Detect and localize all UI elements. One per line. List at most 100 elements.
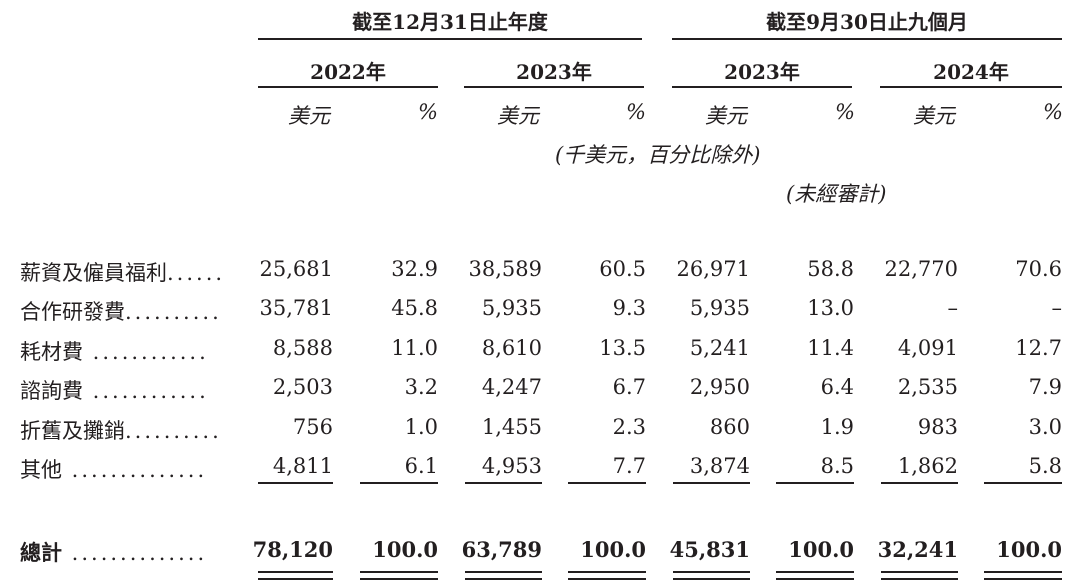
unit-pct: % — [626, 100, 646, 124]
double-underline — [776, 578, 854, 580]
double-underline — [568, 578, 646, 580]
cell-2023fy-usd: 38,589 — [468, 257, 542, 281]
year-rule — [258, 86, 438, 88]
cell-2022-usd: 4,811 — [272, 454, 333, 478]
total-2023nine-usd: 45,831 — [669, 537, 750, 562]
cell-2024-pct: 5.8 — [1028, 454, 1062, 478]
year-header-2024: 2024年 — [933, 60, 1009, 84]
total-2024-pct: 100.0 — [996, 537, 1062, 562]
cell-2023fy-pct: 7.7 — [612, 454, 646, 478]
cell-2023nine-pct: 11.4 — [807, 336, 854, 360]
double-underline — [984, 578, 1062, 580]
subtotal-rule — [258, 482, 333, 484]
cell-2022-pct: 6.1 — [404, 454, 438, 478]
cell-2023nine-pct: 58.8 — [807, 257, 854, 281]
subtotal-rule — [465, 482, 542, 484]
subtotal-rule — [776, 482, 854, 484]
cell-2023nine-pct: 6.4 — [820, 375, 854, 399]
total-label: 總計 .............. — [20, 540, 208, 565]
cell-2022-usd: 35,781 — [259, 296, 333, 320]
double-underline — [360, 571, 438, 573]
nine-months-header: 截至9月30日止九個月 — [766, 10, 968, 34]
cell-2024-pct: 70.6 — [1015, 257, 1062, 281]
double-underline — [568, 571, 646, 573]
year-rule — [880, 86, 1062, 88]
cell-2023fy-usd: 8,610 — [481, 336, 542, 360]
cell-2023fy-usd: 1,455 — [481, 415, 542, 439]
unit-usd: 美元 — [705, 104, 747, 128]
thousands-note: (千美元，百分比除外) — [555, 143, 761, 167]
total-2022-pct: 100.0 — [372, 537, 438, 562]
cell-2023fy-pct: 2.3 — [612, 415, 646, 439]
cell-2023fy-usd: 4,247 — [481, 375, 542, 399]
cell-2023nine-usd: 5,935 — [689, 296, 750, 320]
cell-2023nine-pct: 8.5 — [820, 454, 854, 478]
cell-2024-usd: 2,535 — [897, 375, 958, 399]
cell-2022-usd: 8,588 — [272, 336, 333, 360]
unaudited-note: (未經審計) — [786, 182, 887, 206]
unit-usd: 美元 — [497, 104, 539, 128]
double-underline — [881, 571, 958, 573]
unit-usd: 美元 — [913, 104, 955, 128]
double-underline — [465, 578, 542, 580]
cell-2023fy-usd: 5,935 — [481, 296, 542, 320]
header-rule-fy — [258, 38, 642, 40]
subtotal-rule — [568, 482, 646, 484]
cell-2022-pct: 3.2 — [404, 375, 438, 399]
double-underline — [465, 571, 542, 573]
year-header-2023-nine: 2023年 — [724, 60, 800, 84]
cell-2024-usd: – — [947, 296, 959, 320]
cell-2024-usd: 1,862 — [897, 454, 958, 478]
cell-2022-pct: 1.0 — [404, 415, 438, 439]
cell-2023fy-pct: 60.5 — [599, 257, 646, 281]
cell-2022-usd: 2,503 — [272, 375, 333, 399]
cell-2022-usd: 756 — [292, 415, 333, 439]
cell-2023nine-pct: 1.9 — [820, 415, 854, 439]
cell-2022-pct: 32.9 — [391, 257, 438, 281]
total-2022-usd: 78,120 — [252, 537, 333, 562]
row-label: 諮詢費 ............ — [20, 379, 209, 403]
cell-2024-usd: 22,770 — [884, 257, 958, 281]
year-rule — [464, 86, 644, 88]
double-underline — [673, 578, 750, 580]
header-rule-nine — [672, 38, 1062, 40]
cell-2024-pct: – — [1051, 296, 1063, 320]
double-underline — [984, 571, 1062, 573]
double-underline — [360, 578, 438, 580]
row-label: 折舊及攤銷.......... — [20, 419, 222, 443]
year-header-2023-fy: 2023年 — [516, 60, 592, 84]
fiscal-year-header: 截至12月31日止年度 — [352, 10, 548, 34]
cell-2022-pct: 45.8 — [391, 296, 438, 320]
cell-2022-usd: 25,681 — [259, 257, 333, 281]
cell-2022-pct: 11.0 — [391, 336, 438, 360]
row-label: 薪資及僱員福利...... — [20, 261, 226, 285]
double-underline — [881, 578, 958, 580]
cell-2024-usd: 4,091 — [897, 336, 958, 360]
total-2023nine-pct: 100.0 — [788, 537, 854, 562]
subtotal-rule — [360, 482, 438, 484]
cell-2023nine-usd: 3,874 — [689, 454, 750, 478]
unit-pct: % — [1043, 100, 1063, 124]
cell-2023nine-usd: 5,241 — [689, 336, 750, 360]
row-label: 其他 .............. — [20, 458, 208, 482]
year-header-2022: 2022年 — [310, 60, 386, 84]
row-label: 合作研發費.......... — [20, 300, 222, 324]
row-label: 耗材費 ............ — [20, 340, 209, 364]
double-underline — [673, 571, 750, 573]
cell-2024-pct: 3.0 — [1028, 415, 1062, 439]
double-underline — [258, 571, 333, 573]
total-2023fy-usd: 63,789 — [461, 537, 542, 562]
unit-usd: 美元 — [288, 104, 330, 128]
cell-2023fy-usd: 4,953 — [481, 454, 542, 478]
unit-pct: % — [835, 100, 855, 124]
subtotal-rule — [881, 482, 958, 484]
cell-2023nine-usd: 26,971 — [676, 257, 750, 281]
cell-2023fy-pct: 9.3 — [612, 296, 646, 320]
cell-2024-usd: 983 — [917, 415, 958, 439]
double-underline — [258, 578, 333, 580]
total-2024-usd: 32,241 — [877, 537, 958, 562]
unit-pct: % — [418, 100, 438, 124]
cell-2023fy-pct: 13.5 — [599, 336, 646, 360]
cell-2023nine-pct: 13.0 — [807, 296, 854, 320]
cell-2023nine-usd: 860 — [709, 415, 750, 439]
